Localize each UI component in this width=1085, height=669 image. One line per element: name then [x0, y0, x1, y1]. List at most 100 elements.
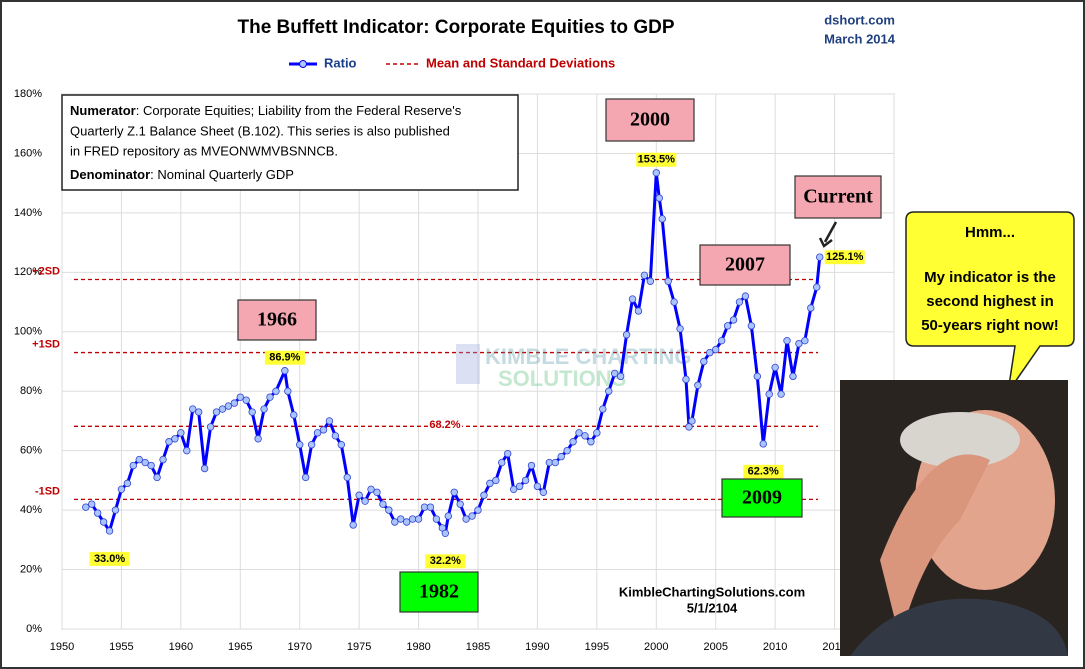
data-point: [93, 509, 102, 517]
value-label-bg: [89, 551, 130, 566]
data-point: [670, 298, 678, 306]
speech-line: second highest in: [926, 293, 1054, 310]
annotation-box: [237, 299, 317, 341]
data-point: [171, 435, 179, 443]
data-point: [385, 506, 393, 514]
value-label: 153.5%: [638, 154, 676, 166]
note-line: Denominator: Nominal Quarterly GDP: [70, 167, 294, 182]
data-point: [111, 506, 120, 514]
data-point: [593, 429, 601, 437]
y-tick-label: 180%: [14, 88, 42, 100]
data-point: [349, 521, 357, 529]
data-point: [753, 372, 762, 381]
annotation-text: 2009: [742, 487, 782, 509]
data-point: [361, 497, 369, 505]
value-label: 32.2%: [430, 555, 461, 567]
x-tick-label: 1995: [585, 641, 609, 653]
value-label: 86.9%: [269, 352, 300, 364]
value-label-bg: [824, 250, 865, 265]
data-point: [88, 500, 96, 508]
data-point: [655, 194, 663, 202]
data-point: [676, 325, 684, 333]
data-point: [682, 375, 690, 384]
data-point: [236, 393, 244, 401]
data-point: [527, 461, 536, 470]
data-point: [474, 506, 482, 514]
x-tick-label: 2010: [763, 641, 787, 653]
data-point: [224, 402, 233, 410]
value-label-bg: [636, 152, 677, 167]
data-point: [462, 515, 470, 523]
data-point: [706, 348, 714, 357]
y-tick-label: 120%: [14, 266, 42, 278]
data-point: [664, 277, 672, 285]
annotation-box: [399, 571, 479, 613]
photo-hair: [900, 412, 1020, 468]
data-point: [177, 429, 185, 437]
y-tick-label: 100%: [14, 326, 42, 338]
data-point: [82, 503, 90, 511]
data-point: [337, 441, 346, 449]
note-bold: Numerator: [70, 103, 136, 118]
data-point: [765, 390, 773, 398]
annotation-box: [699, 244, 791, 286]
note-frame: [61, 94, 519, 191]
data-point: [165, 438, 173, 446]
data-point: [735, 298, 744, 306]
data-point: [628, 295, 637, 303]
data-point: [260, 405, 268, 413]
reference-label: +1SD: [32, 338, 60, 350]
data-point: [159, 455, 167, 464]
data-point: [795, 339, 803, 348]
data-point: [379, 500, 387, 508]
data-point: [652, 169, 660, 177]
data-point: [688, 417, 696, 425]
data-point: [444, 512, 452, 520]
data-point: [480, 491, 488, 499]
annotation-text: Current: [803, 186, 873, 208]
y-tick-label: 140%: [14, 207, 42, 219]
data-point: [248, 408, 256, 416]
data-point: [272, 387, 280, 395]
value-label-bg: [743, 464, 784, 479]
data-point: [581, 432, 589, 440]
data-point: [646, 277, 655, 285]
data-point: [189, 405, 197, 413]
data-point: [105, 527, 114, 535]
data-point: [816, 253, 824, 261]
chart-title: The Buffett Indicator: Corporate Equitie…: [237, 17, 674, 38]
data-point: [129, 461, 138, 470]
data-point: [605, 387, 613, 395]
data-point: [777, 390, 785, 398]
data-point: [135, 455, 143, 464]
data-point: [331, 432, 340, 440]
data-point: [789, 372, 797, 381]
x-tick-label: 1960: [169, 641, 193, 653]
data-point: [658, 215, 666, 223]
data-point: [141, 458, 149, 467]
data-point: [397, 515, 405, 523]
data-point: [325, 417, 334, 425]
speech-line: 50-years right now!: [921, 317, 1059, 334]
data-point: [685, 423, 693, 431]
data-point: [147, 461, 155, 470]
note-line: in FRED repository as MVEONWMVBSNNCB.: [70, 143, 338, 158]
watermark-text: KIMBLE CHARTING: [485, 344, 692, 369]
x-tick-label: 1965: [228, 641, 252, 653]
data-point: [759, 440, 767, 448]
data-point: [498, 458, 506, 467]
data-point: [456, 500, 464, 508]
legend-label: Ratio: [324, 55, 357, 70]
data-point: [575, 429, 583, 437]
data-point: [123, 479, 132, 488]
data-point: [771, 363, 779, 372]
data-point: [194, 408, 203, 416]
annotation-arrow: [818, 221, 838, 248]
photo-suit: [850, 598, 1068, 656]
annotation-text: 2000: [630, 109, 670, 131]
data-point: [367, 485, 375, 494]
data-point: [117, 485, 126, 494]
data-point: [694, 381, 702, 389]
footer: KimbleChartingSolutions.com: [619, 584, 805, 599]
